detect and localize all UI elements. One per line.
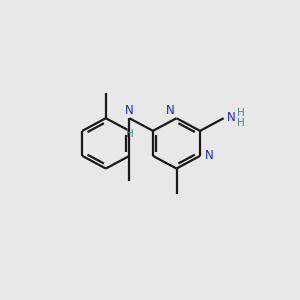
Text: H: H <box>125 129 133 140</box>
Text: H: H <box>237 108 245 118</box>
Text: H: H <box>237 118 245 128</box>
Text: N: N <box>165 104 174 117</box>
Text: N: N <box>226 111 235 124</box>
Text: N: N <box>205 149 214 162</box>
Text: N: N <box>124 104 133 117</box>
